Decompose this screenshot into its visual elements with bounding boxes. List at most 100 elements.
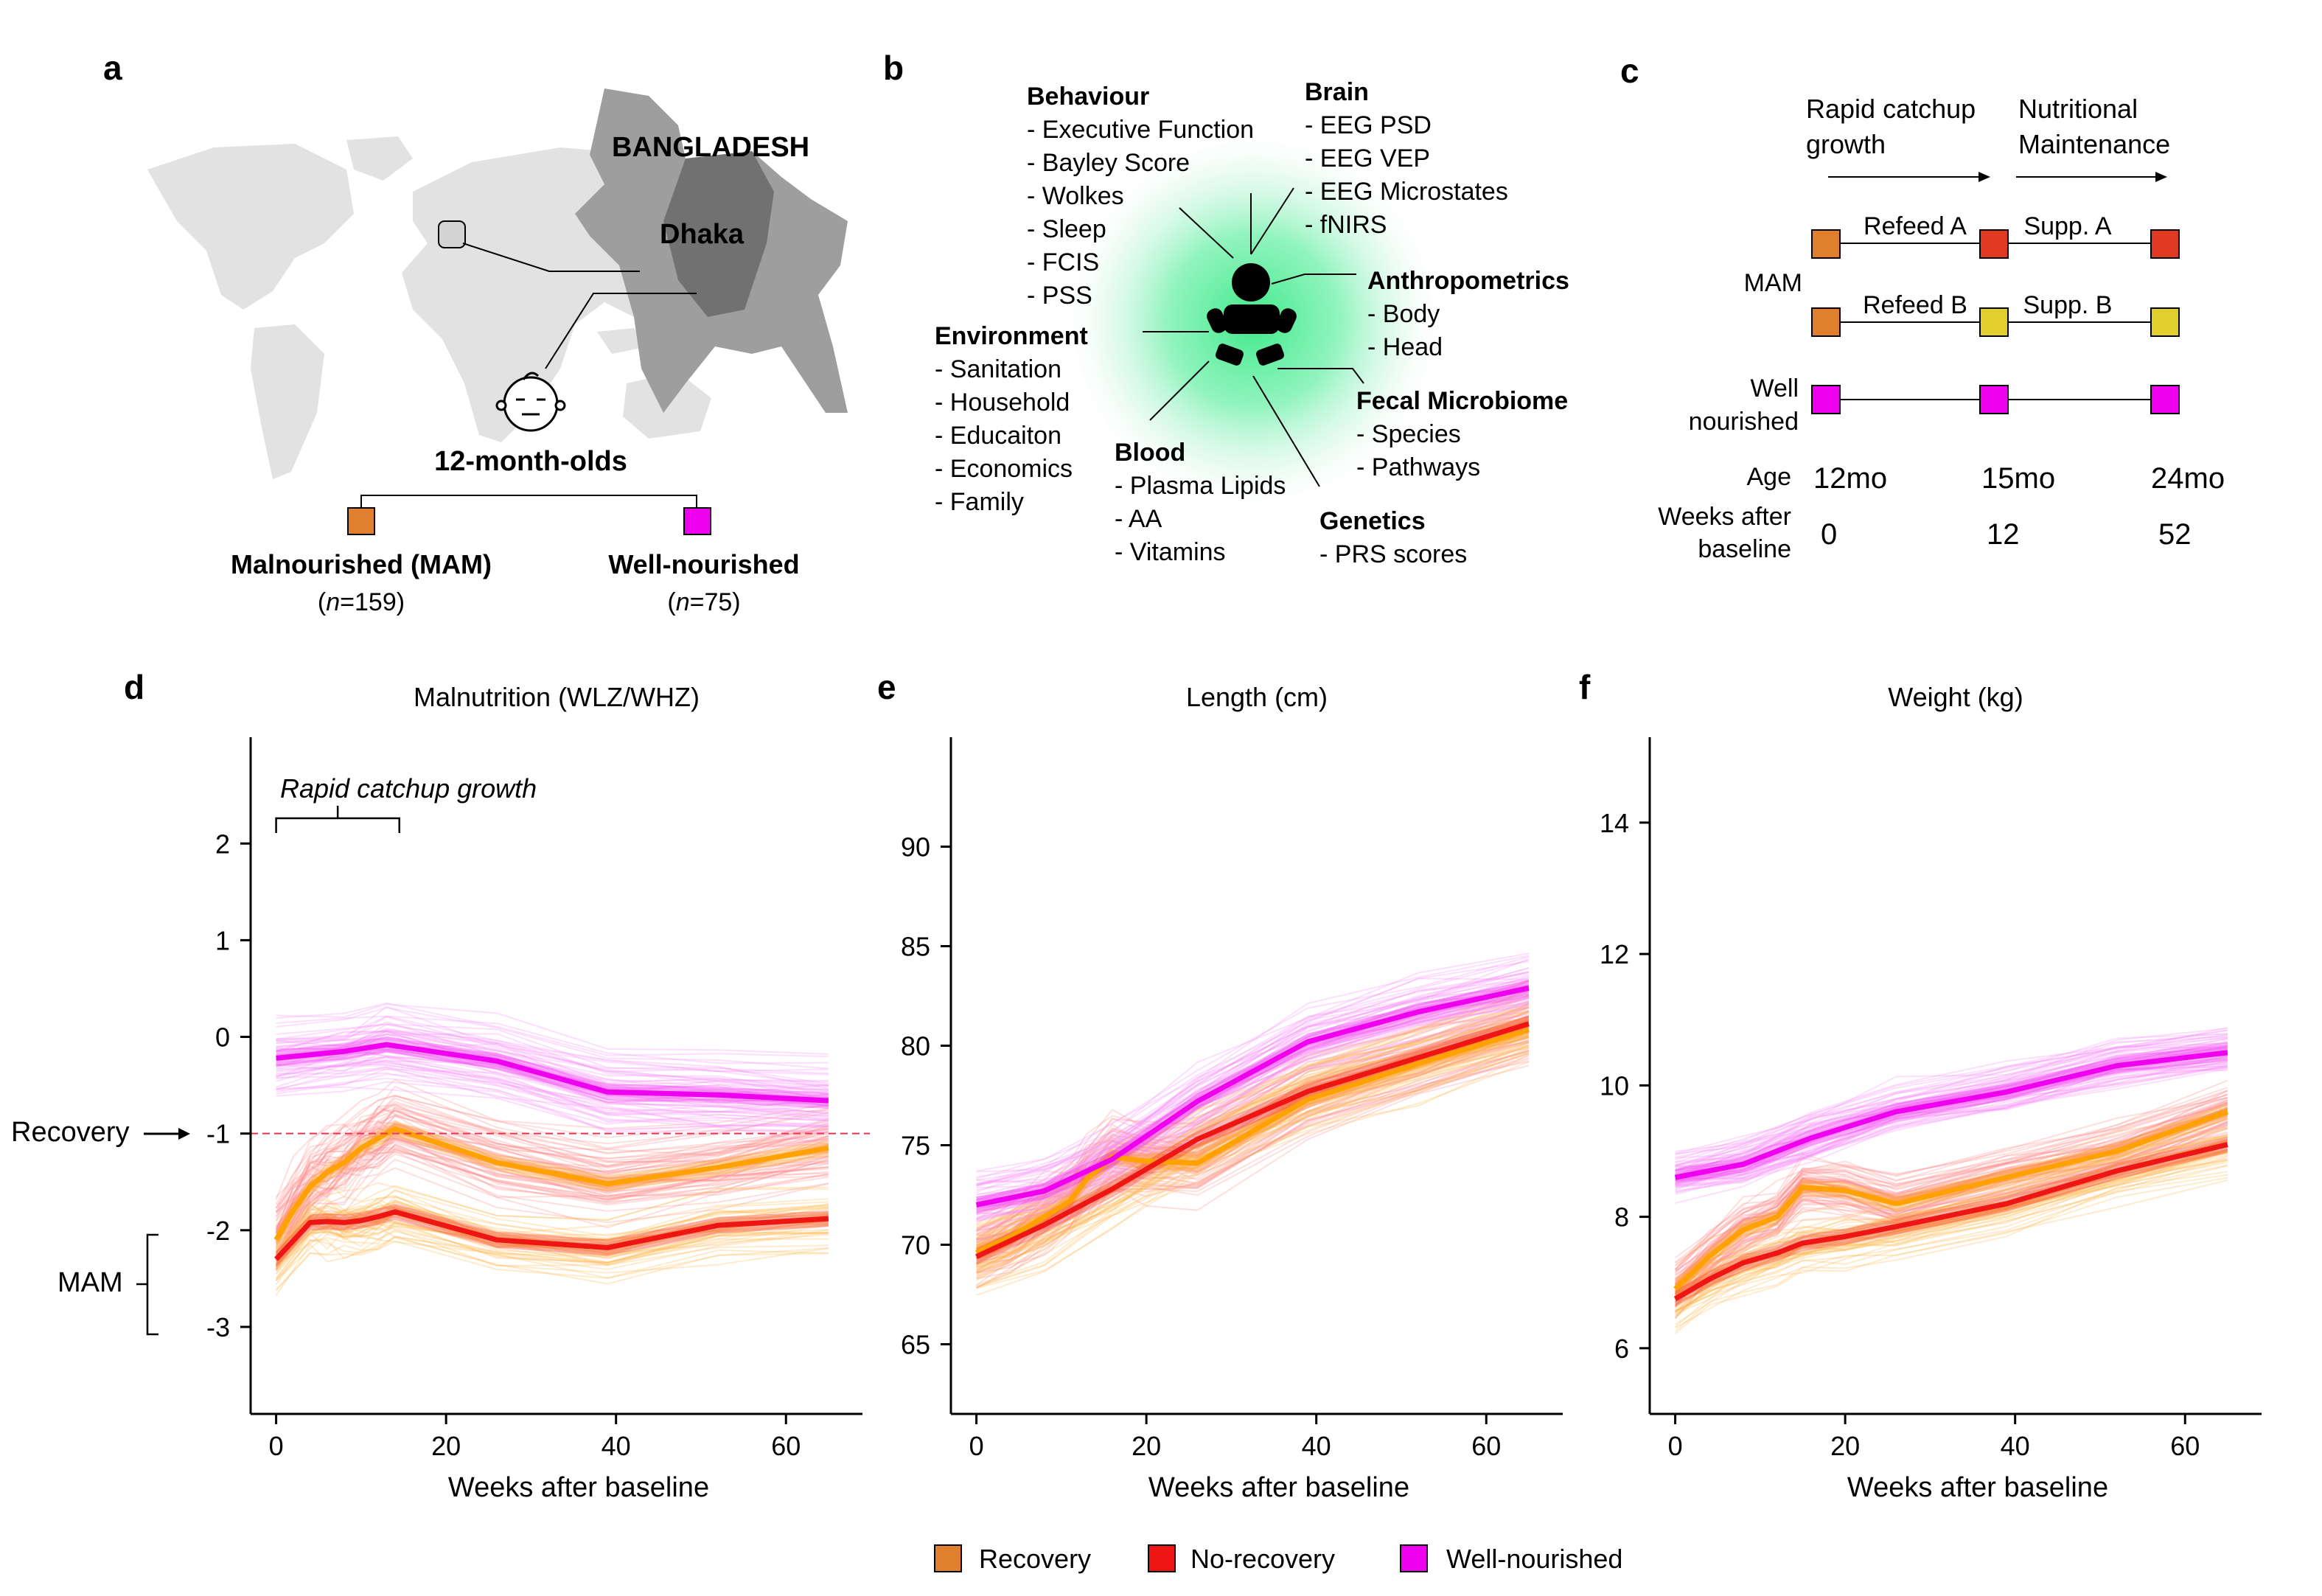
marker-a-12mo (1811, 229, 1841, 259)
individual-trace (1675, 1032, 2228, 1153)
individual-trace (276, 1034, 829, 1095)
individual-trace (976, 990, 1530, 1212)
individual-trace (1675, 1134, 2228, 1297)
individual-trace (1675, 1036, 2228, 1166)
series-line-well-nourished (1674, 1050, 2228, 1180)
individual-traces-2 (976, 952, 1530, 1241)
individual-trace (276, 1057, 829, 1114)
mam-group-n: (n=159) (318, 588, 405, 616)
individual-trace (1675, 1161, 2228, 1313)
weeks-row-label: Weeks after (1658, 503, 1791, 531)
individual-trace (275, 1135, 829, 1254)
series-line-no-recovery (975, 1021, 1530, 1259)
individual-trace (275, 1085, 829, 1209)
individual-trace (276, 1224, 829, 1266)
individual-trace (976, 1006, 1530, 1214)
individual-trace (1674, 1096, 2228, 1271)
individual-trace (976, 1017, 1530, 1236)
y-tick-label: 2 (215, 829, 230, 859)
individual-trace (276, 1066, 829, 1127)
individual-trace (976, 1003, 1530, 1220)
behaviour-item: - PSS (1027, 282, 1092, 310)
individual-trace (275, 1104, 829, 1213)
individual-trace (276, 1002, 829, 1058)
anthropometrics-title: Anthropometrics (1367, 267, 1569, 295)
individual-trace (976, 1012, 1530, 1236)
map-islands (597, 328, 649, 354)
individual-trace (1674, 1145, 2228, 1317)
individual-trace (1675, 1042, 2228, 1171)
individual-trace (275, 1196, 829, 1253)
individual-trace (275, 1219, 829, 1272)
individual-trace (976, 1002, 1530, 1236)
behaviour-item: - Executive Function (1027, 116, 1254, 144)
individual-trace (1674, 1140, 2228, 1320)
individual-trace (1675, 1042, 2228, 1165)
marker-b-24mo (2150, 307, 2180, 337)
y-tick-label: 0 (215, 1022, 230, 1053)
individual-trace (275, 1190, 829, 1245)
individual-trace (1675, 1044, 2228, 1172)
individual-trace (976, 961, 1530, 1187)
individual-trace (1674, 1096, 2228, 1266)
y-tick-label: 14 (1600, 808, 1629, 838)
individual-trace (976, 1003, 1530, 1209)
individual-trace (275, 1106, 829, 1209)
individual-trace (976, 1000, 1530, 1215)
individual-trace (1674, 1101, 2228, 1277)
individual-trace (1675, 1151, 2228, 1297)
individual-trace (275, 1147, 829, 1267)
individual-trace (275, 1143, 829, 1266)
individual-trace (976, 1018, 1530, 1241)
individual-trace (1674, 1108, 2228, 1287)
phase2-label: Maintenance (2018, 129, 2170, 159)
individual-trace (1674, 1087, 2228, 1275)
x-tick-label: 0 (969, 1431, 984, 1461)
individual-trace (276, 1081, 829, 1133)
marker-a-24mo (2150, 229, 2180, 259)
individual-trace (275, 1182, 829, 1235)
marker-well-24mo (2150, 385, 2180, 414)
individual-trace (1674, 1090, 2228, 1284)
individual-trace (276, 1015, 829, 1090)
microbiome-item: - Pathways (1356, 453, 1480, 481)
individual-trace (1674, 1109, 2228, 1286)
individual-trace (976, 971, 1530, 1181)
supp-a-label: Supp. A (2023, 212, 2111, 240)
panel-letter-f: f (1579, 668, 1591, 706)
blood-item: - Plasma Lipids (1115, 472, 1286, 500)
legend-label: Recovery (979, 1544, 1091, 1574)
individual-trace (976, 1041, 1530, 1274)
mam-annotation: MAM (57, 1267, 123, 1298)
individual-trace (275, 1109, 829, 1233)
individual-trace (1675, 1063, 2228, 1177)
map-region-marker (438, 220, 466, 248)
behaviour-item: - FCIS (1027, 248, 1099, 276)
group-fecal-microbiome: Fecal Microbiome - Species - Pathways (1356, 387, 1568, 481)
individual-trace (1674, 1101, 2228, 1273)
individual-trace (976, 1003, 1530, 1239)
individual-trace (1675, 1068, 2228, 1187)
individual-trace (976, 1025, 1530, 1241)
x-tick-label: 60 (2170, 1431, 2200, 1461)
individual-trace (976, 1007, 1530, 1236)
genetics-title: Genetics (1319, 507, 1426, 535)
individual-trace (1675, 1054, 2228, 1188)
individual-trace (276, 1048, 829, 1101)
individual-trace (275, 1149, 829, 1258)
environment-title: Environment (935, 322, 1088, 350)
individual-trace (1675, 1041, 2228, 1168)
individual-trace (276, 1077, 829, 1132)
individual-trace (276, 1068, 829, 1134)
individual-trace (275, 1109, 829, 1214)
individual-trace (976, 966, 1530, 1187)
dhaka-division (663, 151, 774, 317)
individual-trace (976, 1045, 1530, 1272)
individual-trace (976, 979, 1529, 1186)
individual-trace (976, 1015, 1530, 1250)
individual-trace (976, 1061, 1530, 1296)
individual-trace (976, 1037, 1530, 1247)
refeed-a-label: Refeed A (1863, 212, 1967, 240)
individual-trace (276, 1031, 829, 1095)
well-group-label: Well-nourished (608, 549, 799, 579)
